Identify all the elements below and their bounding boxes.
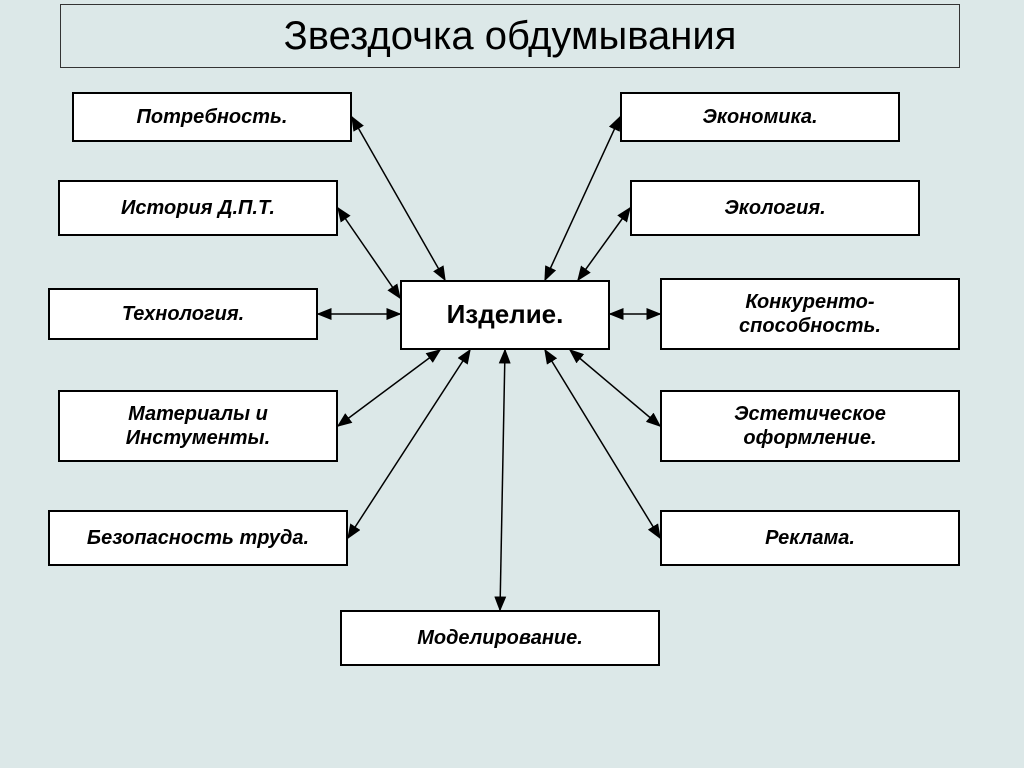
arrow-materials — [338, 350, 440, 426]
node-economy: Экономика. — [620, 92, 900, 142]
node-label-safety: Безопасность труда. — [87, 526, 309, 550]
node-label-modeling: Моделирование. — [417, 626, 583, 650]
node-label-competitive: Конкуренто-способность. — [739, 290, 881, 338]
node-aesthetic: Эстетическоеоформление. — [660, 390, 960, 462]
arrow-safety — [348, 350, 470, 538]
arrow-ecology — [578, 208, 630, 280]
node-technology: Технология. — [48, 288, 318, 340]
node-label-history: История Д.П.Т. — [121, 196, 275, 220]
arrow-modeling — [500, 350, 505, 610]
node-need: Потребность. — [72, 92, 352, 142]
node-advertising: Реклама. — [660, 510, 960, 566]
diagram-title: Звездочка обдумывания — [60, 4, 960, 68]
arrow-need — [352, 117, 445, 280]
title-text: Звездочка обдумывания — [284, 14, 737, 59]
node-label-aesthetic: Эстетическоеоформление. — [734, 402, 886, 450]
center-label: Изделие. — [447, 299, 564, 330]
arrow-advertising — [545, 350, 660, 538]
node-label-ecology: Экология. — [724, 196, 825, 220]
node-competitive: Конкуренто-способность. — [660, 278, 960, 350]
node-ecology: Экология. — [630, 180, 920, 236]
node-materials: Материалы иИнстументы. — [58, 390, 338, 462]
node-modeling: Моделирование. — [340, 610, 660, 666]
node-label-materials: Материалы иИнстументы. — [126, 402, 270, 450]
center-node: Изделие. — [400, 280, 610, 350]
node-label-advertising: Реклама. — [765, 526, 855, 550]
arrow-economy — [545, 117, 620, 280]
node-history: История Д.П.Т. — [58, 180, 338, 236]
node-label-technology: Технология. — [122, 302, 244, 326]
arrow-history — [338, 208, 400, 298]
node-label-economy: Экономика. — [702, 105, 817, 129]
node-label-need: Потребность. — [137, 105, 288, 129]
arrow-aesthetic — [570, 350, 660, 426]
node-safety: Безопасность труда. — [48, 510, 348, 566]
